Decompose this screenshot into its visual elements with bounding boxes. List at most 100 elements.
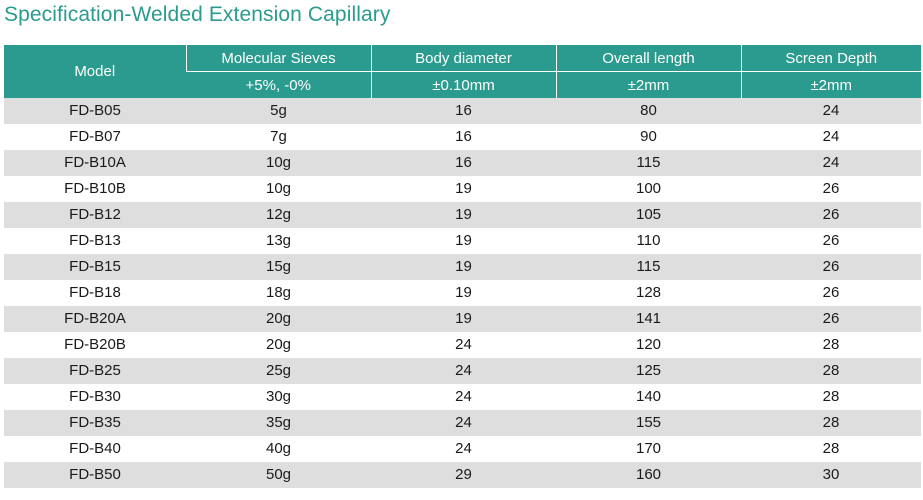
cell-screen-depth: 26 (741, 306, 921, 332)
specification-table: Model Molecular Sieves Body diameter Ove… (4, 45, 921, 488)
cell-overall-length: 105 (556, 202, 741, 228)
page-title: Specification-Welded Extension Capillary (4, 3, 391, 26)
cell-body-diameter: 16 (371, 98, 556, 124)
header-model: Model (4, 45, 186, 98)
cell-overall-length: 100 (556, 176, 741, 202)
cell-model: FD-B50 (4, 462, 186, 488)
cell-screen-depth: 28 (741, 410, 921, 436)
table-row: FD-B10B 10g 19 100 26 (4, 176, 921, 202)
table-body: FD-B05 5g 16 80 24 FD-B07 7g 16 90 24 FD-B10A 10g 16… (4, 98, 921, 488)
table-row: FD-B10A 10g 16 115 24 (4, 150, 921, 176)
header-tolerance-row: +5%, -0% ±0.10mm ±2mm ±2mm (4, 71, 921, 98)
table-row: FD-B18 18g 19 128 26 (4, 280, 921, 306)
table-header: Model Molecular Sieves Body diameter Ove… (4, 45, 921, 98)
cell-body-diameter: 19 (371, 306, 556, 332)
cell-overall-length: 140 (556, 384, 741, 410)
table-row: FD-B35 35g 24 155 28 (4, 410, 921, 436)
cell-screen-depth: 30 (741, 462, 921, 488)
header-body-diameter: Body diameter (370, 45, 556, 72)
cell-model: FD-B15 (4, 254, 186, 280)
cell-overall-length: 128 (556, 280, 741, 306)
cell-overall-length: 90 (556, 124, 741, 150)
cell-model: FD-B35 (4, 410, 186, 436)
cell-model: FD-B40 (4, 436, 186, 462)
cell-screen-depth: 26 (741, 176, 921, 202)
cell-body-diameter: 24 (371, 410, 556, 436)
header-depth-tolerance: ±2mm (740, 71, 921, 98)
cell-molecular-sieves: 15g (186, 254, 371, 280)
cell-overall-length: 120 (556, 332, 741, 358)
cell-model: FD-B20A (4, 306, 186, 332)
header-row: Model Molecular Sieves Body diameter Ove… (4, 45, 921, 98)
cell-overall-length: 141 (556, 306, 741, 332)
cell-body-diameter: 24 (371, 436, 556, 462)
cell-molecular-sieves: 50g (186, 462, 371, 488)
header-screen-depth: Screen Depth (740, 45, 921, 72)
table-row: FD-B30 30g 24 140 28 (4, 384, 921, 410)
cell-molecular-sieves: 30g (186, 384, 371, 410)
cell-model: FD-B13 (4, 228, 186, 254)
cell-overall-length: 115 (556, 254, 741, 280)
cell-model: FD-B30 (4, 384, 186, 410)
cell-screen-depth: 28 (741, 358, 921, 384)
cell-body-diameter: 24 (371, 358, 556, 384)
table-row: FD-B13 13g 19 110 26 (4, 228, 921, 254)
cell-overall-length: 170 (556, 436, 741, 462)
cell-screen-depth: 26 (741, 202, 921, 228)
cell-body-diameter: 19 (371, 254, 556, 280)
cell-model: FD-B07 (4, 124, 186, 150)
table-row: FD-B15 15g 19 115 26 (4, 254, 921, 280)
table-row: FD-B05 5g 16 80 24 (4, 98, 921, 124)
table-row: FD-B50 50g 29 160 30 (4, 462, 921, 488)
cell-molecular-sieves: 10g (186, 150, 371, 176)
cell-screen-depth: 24 (741, 124, 921, 150)
cell-molecular-sieves: 20g (186, 332, 371, 358)
cell-molecular-sieves: 20g (186, 306, 371, 332)
cell-overall-length: 125 (556, 358, 741, 384)
cell-body-diameter: 24 (371, 332, 556, 358)
cell-screen-depth: 28 (741, 332, 921, 358)
cell-screen-depth: 28 (741, 436, 921, 462)
cell-overall-length: 155 (556, 410, 741, 436)
cell-screen-depth: 28 (741, 384, 921, 410)
cell-body-diameter: 19 (371, 228, 556, 254)
cell-model: FD-B18 (4, 280, 186, 306)
table-row: FD-B07 7g 16 90 24 (4, 124, 921, 150)
cell-body-diameter: 16 (371, 150, 556, 176)
cell-molecular-sieves: 5g (186, 98, 371, 124)
cell-body-diameter: 29 (371, 462, 556, 488)
table-row: FD-B40 40g 24 170 28 (4, 436, 921, 462)
cell-body-diameter: 16 (371, 124, 556, 150)
cell-molecular-sieves: 18g (186, 280, 371, 306)
cell-molecular-sieves: 7g (186, 124, 371, 150)
cell-molecular-sieves: 10g (186, 176, 371, 202)
cell-molecular-sieves: 35g (186, 410, 371, 436)
header-length-tolerance: ±2mm (555, 71, 741, 98)
cell-screen-depth: 24 (741, 98, 921, 124)
cell-screen-depth: 26 (741, 228, 921, 254)
cell-overall-length: 115 (556, 150, 741, 176)
cell-body-diameter: 19 (371, 176, 556, 202)
cell-screen-depth: 26 (741, 254, 921, 280)
header-body-tolerance: ±0.10mm (370, 71, 556, 98)
cell-molecular-sieves: 12g (186, 202, 371, 228)
cell-body-diameter: 19 (371, 202, 556, 228)
cell-molecular-sieves: 13g (186, 228, 371, 254)
header-sieves-tolerance: +5%, -0% (186, 71, 371, 98)
cell-screen-depth: 24 (741, 150, 921, 176)
table-row: FD-B20A 20g 19 141 26 (4, 306, 921, 332)
header-molecular-sieves: Molecular Sieves (185, 45, 371, 72)
cell-model: FD-B20B (4, 332, 186, 358)
cell-body-diameter: 24 (371, 384, 556, 410)
cell-model: FD-B10A (4, 150, 186, 176)
cell-molecular-sieves: 40g (186, 436, 371, 462)
cell-body-diameter: 19 (371, 280, 556, 306)
cell-screen-depth: 26 (741, 280, 921, 306)
table-row: FD-B20B 20g 24 120 28 (4, 332, 921, 358)
table-row: FD-B12 12g 19 105 26 (4, 202, 921, 228)
cell-overall-length: 80 (556, 98, 741, 124)
cell-model: FD-B12 (4, 202, 186, 228)
cell-overall-length: 110 (556, 228, 741, 254)
header-overall-length: Overall length (555, 45, 741, 72)
cell-model: FD-B10B (4, 176, 186, 202)
